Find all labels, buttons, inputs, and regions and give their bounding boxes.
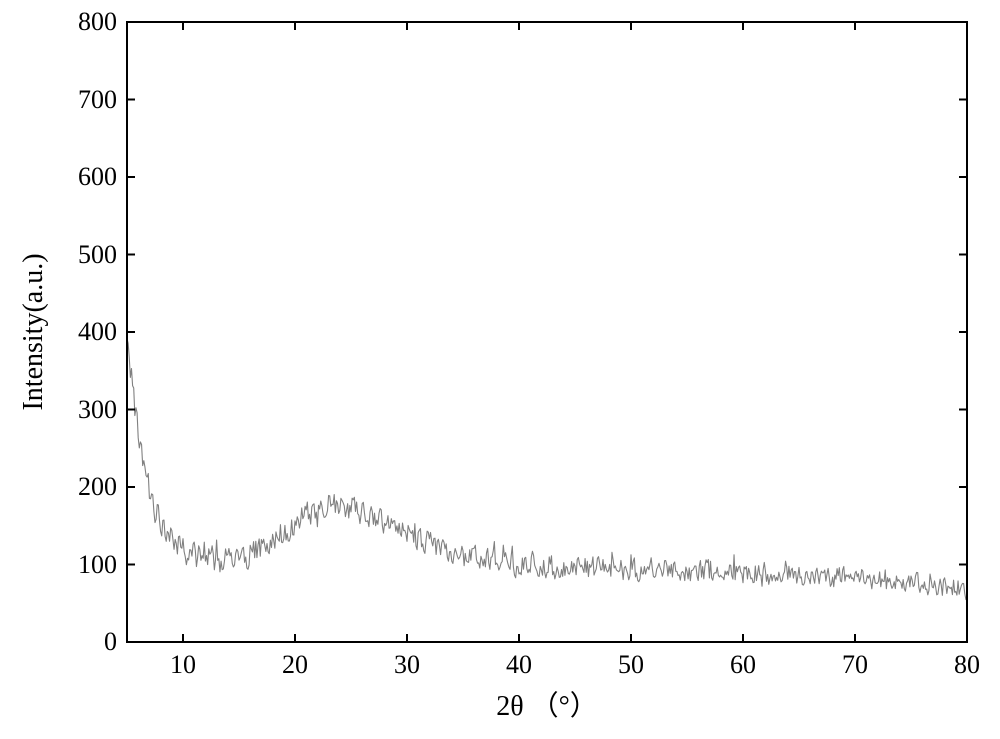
y-tick-label: 500 xyxy=(78,240,117,270)
y-tick-label: 0 xyxy=(104,627,117,657)
y-tick-label: 700 xyxy=(78,85,117,115)
y-tick-label: 400 xyxy=(78,317,117,347)
y-tick-label: 100 xyxy=(78,550,117,580)
plot-svg xyxy=(117,12,977,652)
xrd-trace xyxy=(127,338,967,599)
x-axis-label: 2θ （°） xyxy=(496,684,598,724)
y-tick-label: 600 xyxy=(78,162,117,192)
x-tick-label: 50 xyxy=(618,650,644,680)
y-tick-label: 200 xyxy=(78,472,117,502)
x-tick-label: 70 xyxy=(842,650,868,680)
x-tick-label: 40 xyxy=(506,650,532,680)
x-tick-label: 30 xyxy=(394,650,420,680)
y-tick-label: 800 xyxy=(78,7,117,37)
y-axis-label: Intensity(a.u.) xyxy=(18,253,50,410)
plot-area xyxy=(127,22,967,642)
x-tick-label: 80 xyxy=(954,650,980,680)
xrd-chart-figure: Intensity(a.u.) 2θ （°） 10203040506070800… xyxy=(0,0,1000,739)
x-tick-label: 20 xyxy=(282,650,308,680)
y-tick-label: 300 xyxy=(78,395,117,425)
x-tick-label: 10 xyxy=(170,650,196,680)
x-tick-label: 60 xyxy=(730,650,756,680)
